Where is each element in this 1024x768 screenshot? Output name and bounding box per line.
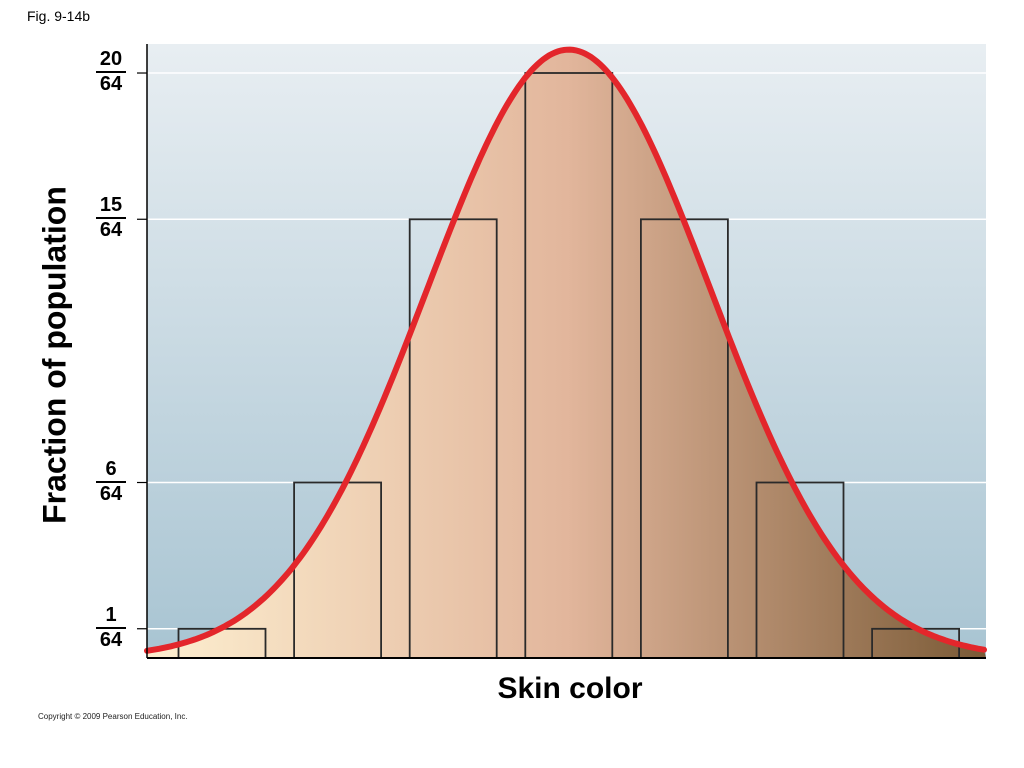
- tick-numerator: 20: [99, 48, 123, 70]
- y-tick-label: 20 64: [94, 49, 128, 94]
- fraction-bar: [96, 217, 126, 220]
- plot-area: [137, 44, 987, 659]
- y-tick-label: 1 64: [94, 605, 128, 650]
- tick-denominator: 64: [99, 219, 123, 242]
- tick-denominator: 64: [99, 482, 123, 505]
- fraction-bar: [96, 480, 126, 483]
- x-axis-label: Skin color: [497, 672, 643, 705]
- curve-fill: [147, 49, 986, 659]
- copyright-notice: Copyright © 2009 Pearson Education, Inc.: [38, 712, 188, 721]
- y-axis-label: Fraction of population: [36, 186, 73, 524]
- y-tick-label: 15 64: [94, 195, 128, 240]
- fraction-bar: [96, 626, 126, 629]
- tick-numerator: 1: [105, 603, 117, 626]
- figure-label: Fig. 9-14b: [27, 8, 91, 24]
- tick-denominator: 64: [99, 628, 123, 651]
- tick-numerator: 15: [99, 194, 123, 217]
- distribution-curve: [144, 46, 987, 654]
- fraction-bar: [96, 71, 126, 73]
- tick-denominator: 64: [99, 73, 123, 95]
- y-tick-label: 6 64: [94, 459, 128, 504]
- tick-numerator: 6: [105, 457, 117, 480]
